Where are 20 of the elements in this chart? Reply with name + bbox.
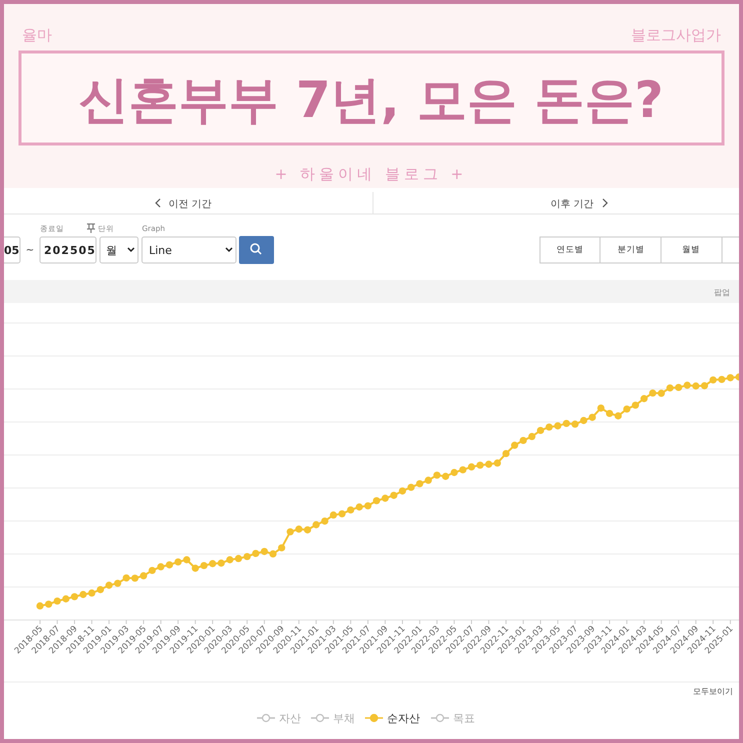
text: 연도별	[556, 245, 584, 255]
legend-label: 순자산	[387, 712, 420, 725]
text: 이후 기간	[550, 199, 594, 210]
text: 월	[106, 244, 117, 257]
chart-subtitle: + 하울이네 블로그 +	[274, 165, 468, 183]
text: 율마	[22, 26, 52, 44]
text: 팝업	[714, 288, 730, 297]
text: 202505	[44, 244, 96, 257]
legend-label: 자산	[279, 712, 301, 725]
legend-label: 부채	[333, 712, 355, 725]
text: 월별	[682, 245, 700, 255]
text: 블로그사업가	[631, 26, 721, 44]
text: 분기별	[618, 245, 644, 255]
text: 05	[4, 244, 20, 257]
chart-title: 신혼부부 7년, 모은 돈은?	[78, 71, 664, 129]
legend-label: 목표	[453, 712, 475, 725]
text: Line	[149, 244, 172, 257]
text: ~	[26, 245, 34, 256]
text: 이전 기간	[168, 199, 212, 210]
text: 모두보이기	[693, 687, 733, 696]
